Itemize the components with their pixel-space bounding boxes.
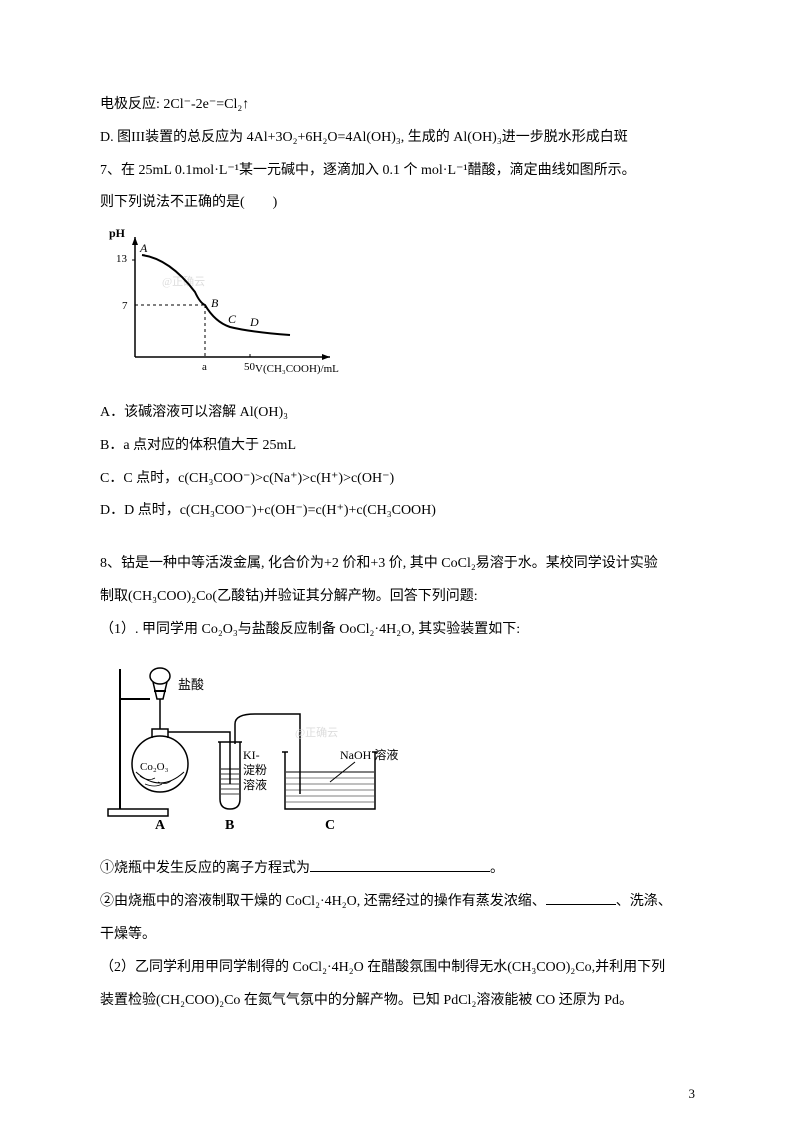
svg-text:Co₂O₃: Co₂O₃	[140, 761, 169, 773]
svg-text:淀粉: 淀粉	[243, 763, 267, 777]
q8-stem-1: 8、钴是一种中等活泼金属, 化合价为+2 价和+3 价, 其中 CoCl₂易溶于…	[100, 549, 700, 580]
q7-option-c: C．C 点时，c(CH₃COO⁻)>c(Na⁺)>c(H⁺)>c(OH⁻)	[100, 464, 700, 495]
q8-sub1: ①烧瓶中发生反应的离子方程式为 。	[100, 854, 700, 885]
q8-sub2a-text: ②由烧瓶中的溶液制取干燥的 CoCl₂·4H₂O, 还需经过的操作有蒸发浓缩、	[100, 894, 546, 909]
q8-part1: （1）. 甲同学用 Co₂O₃与盐酸反应制备 OoCl₂·4H₂O, 其实验装置…	[100, 615, 700, 646]
q7-stem-1: 7、在 25mL 0.1mol·L⁻¹某一元碱中，逐滴加入 0.1 个 mol·…	[100, 156, 700, 187]
blank-ionic-equation	[310, 854, 490, 872]
q8-part2b: 装置检验(CH₂COO)₂Co 在氮气气氛中的分解产物。已知 PdCl₂溶液能被…	[100, 986, 700, 1017]
svg-text:B: B	[225, 818, 234, 833]
svg-text:50: 50	[244, 361, 256, 373]
blank-operation	[546, 887, 616, 905]
q7-stem-2: 则下列说法不正确的是( )	[100, 188, 700, 219]
q8-sub2-line1: ②由烧瓶中的溶液制取干燥的 CoCl₂·4H₂O, 还需经过的操作有蒸发浓缩、 、…	[100, 887, 700, 918]
q6-option-d: D. 图III装置的总反应为 4Al+3O₂+6H₂O=4Al(OH)₃, 生成…	[100, 123, 700, 154]
q7-option-a: A．该碱溶液可以溶解 Al(OH)₃	[100, 398, 700, 429]
q8-part2a: （2）乙同学利用甲同学制得的 CoCl₂·4H₂O 在醋酸氛围中制得无水(CH₃…	[100, 953, 700, 984]
apparatus-svg: 盐酸 Co₂O₃ KI- 淀粉 溶液 @正确云	[100, 654, 410, 834]
q7-option-d: D．D 点时，c(CH₃COO⁻)+c(OH⁻)=c(H⁺)+c(CH₃COOH…	[100, 496, 700, 527]
svg-text:D: D	[249, 315, 259, 329]
svg-text:C: C	[325, 818, 335, 833]
q8-sub2-line2: 干燥等。	[100, 920, 700, 951]
svg-text:13: 13	[116, 253, 128, 265]
svg-text:@正确云: @正确云	[162, 275, 205, 288]
svg-text:B: B	[211, 296, 219, 310]
svg-text:C: C	[228, 312, 237, 326]
q8-sub1-text: ①烧瓶中发生反应的离子方程式为	[100, 861, 310, 876]
svg-text:@正确云: @正确云	[295, 726, 338, 739]
svg-text:a: a	[202, 361, 207, 373]
svg-text:V(CH₃COOH)/mL: V(CH₃COOH)/mL	[255, 363, 339, 375]
titration-curve-svg: pH 13 7 a 50 V(CH₃COOH)/mL @正确云 A B C D	[100, 227, 360, 377]
svg-text:盐酸: 盐酸	[178, 677, 204, 692]
svg-text:7: 7	[122, 300, 128, 312]
q7-option-b: B．a 点对应的体积值大于 25mL	[100, 431, 700, 462]
svg-text:NaOH 溶液: NaOH 溶液	[340, 747, 398, 762]
page-number: 3	[689, 1086, 696, 1102]
q8-sub2b-text: 、洗涤、	[616, 894, 672, 909]
svg-text:KI-: KI-	[243, 748, 260, 762]
svg-text:溶液: 溶液	[243, 777, 267, 792]
q8-apparatus-figure: 盐酸 Co₂O₃ KI- 淀粉 溶液 @正确云	[100, 654, 700, 847]
q7-graph-figure: pH 13 7 a 50 V(CH₃COOH)/mL @正确云 A B C D	[100, 227, 700, 390]
q8-stem-2: 制取(CH₃COO)₂Co(乙酸钴)并验证其分解产物。回答下列问题:	[100, 582, 700, 613]
svg-text:A: A	[155, 818, 166, 833]
svg-text:pH: pH	[109, 227, 126, 240]
svg-text:A: A	[139, 241, 148, 255]
q8-sub1-end: 。	[490, 861, 504, 876]
electrode-reaction-text: 电极反应: 2Cl⁻-2e⁻=Cl₂↑	[100, 90, 700, 121]
